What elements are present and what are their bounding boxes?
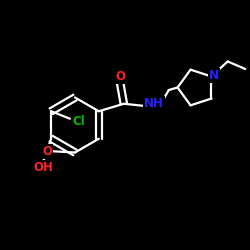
- Text: N: N: [209, 69, 219, 82]
- Text: OH: OH: [34, 161, 54, 174]
- Text: O: O: [115, 70, 125, 83]
- Text: Cl: Cl: [72, 115, 85, 128]
- Text: NH: NH: [144, 97, 164, 110]
- Text: O: O: [42, 145, 52, 158]
